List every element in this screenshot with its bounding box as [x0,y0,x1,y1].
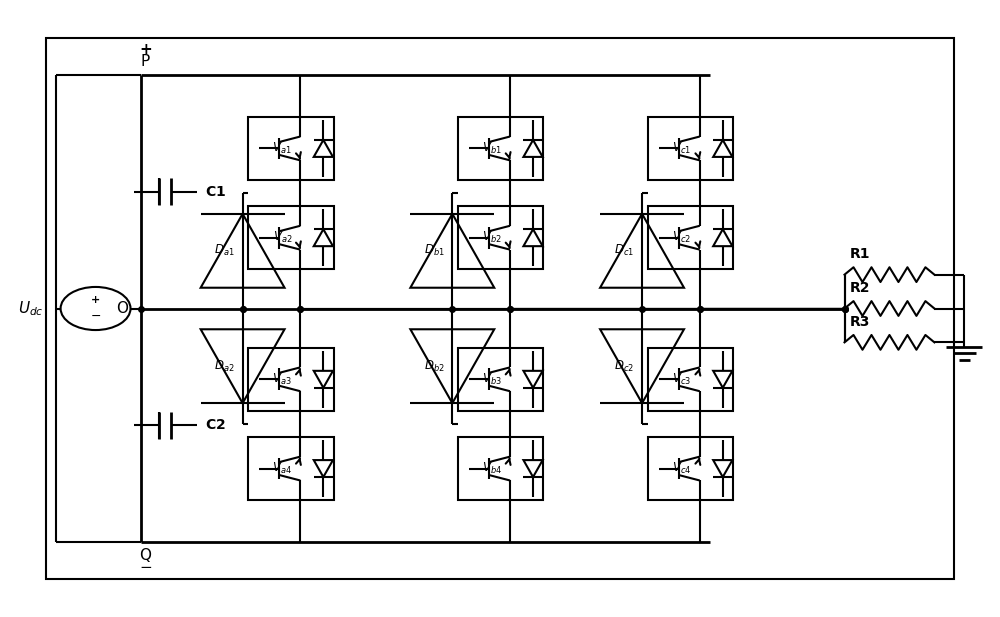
Bar [248,206,334,269]
Text: Q: Q [139,549,151,563]
Bar [248,117,334,180]
Text: $V_{b2}$: $V_{b2}$ [482,230,502,245]
Bar [248,437,334,500]
Bar [648,117,733,180]
Text: $D_{b2}$: $D_{b2}$ [424,358,444,374]
Bar [46,38,954,579]
Text: R2: R2 [850,281,870,295]
Text: −: − [90,310,101,323]
Bar [458,437,543,500]
Text: +: + [139,43,152,57]
Text: $V_{a4}$: $V_{a4}$ [272,461,292,476]
Bar [648,206,733,269]
Bar [248,348,334,411]
Text: $D_{a1}$: $D_{a1}$ [214,243,235,259]
Text: $V_{b3}$: $V_{b3}$ [482,372,502,387]
Text: $V_{c4}$: $V_{c4}$ [672,461,691,476]
Text: $V_{b1}$: $V_{b1}$ [482,141,502,156]
Text: $D_{a2}$: $D_{a2}$ [214,358,235,374]
Text: R3: R3 [850,315,870,329]
Text: $V_{a3}$: $V_{a3}$ [272,372,292,387]
Text: −: − [139,560,152,574]
Text: R1: R1 [850,247,870,261]
Bar [648,348,733,411]
Bar [458,348,543,411]
Text: $D_{b1}$: $D_{b1}$ [424,243,444,259]
Text: $D_{c1}$: $D_{c1}$ [614,243,634,259]
Bar [458,117,543,180]
Text: $V_{a1}$: $V_{a1}$ [272,141,292,156]
Text: P: P [141,54,150,68]
Text: $U_{dc}$: $U_{dc}$ [18,299,44,318]
Bar [458,206,543,269]
Text: O: O [117,301,129,316]
Text: $V_{c2}$: $V_{c2}$ [672,230,691,245]
Text: $V_{a2}$: $V_{a2}$ [273,230,292,245]
Bar [648,437,733,500]
Text: $D_{c2}$: $D_{c2}$ [614,358,634,374]
Text: $V_{b4}$: $V_{b4}$ [482,461,502,476]
Text: $\mathbf{C2}$: $\mathbf{C2}$ [205,418,226,433]
Text: $V_{c3}$: $V_{c3}$ [672,372,691,387]
Text: $\mathbf{C1}$: $\mathbf{C1}$ [205,184,226,199]
Text: +: + [91,296,100,305]
Text: $V_{c1}$: $V_{c1}$ [672,141,691,156]
